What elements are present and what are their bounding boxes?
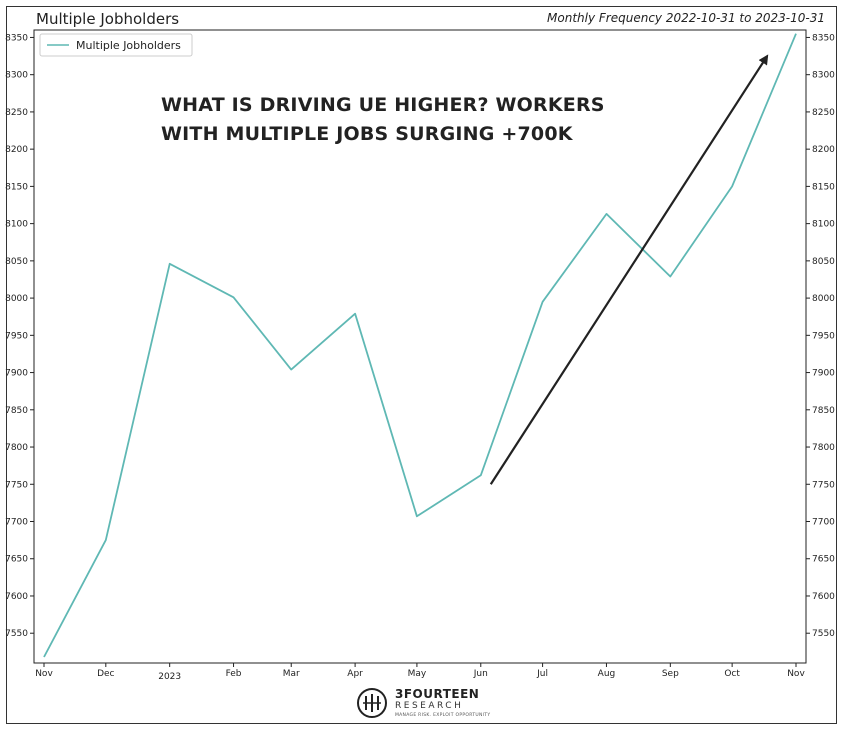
x-tick-label: May <box>408 669 427 679</box>
y-tick-label-right: 8050 <box>812 257 835 267</box>
annotation-line-1: WHAT IS DRIVING UE HIGHER? WORKERS <box>161 94 605 116</box>
y-tick-label-left: 7650 <box>5 555 28 565</box>
y-tick-label-left: 7950 <box>5 331 28 341</box>
y-tick-label-left: 7800 <box>5 443 28 453</box>
x-tick-label: Nov <box>787 669 805 679</box>
y-tick-label-left: 7900 <box>5 369 28 379</box>
x-tick-label: Sep <box>662 669 679 679</box>
y-tick-label-left: 8050 <box>5 257 28 267</box>
y-tick-label-right: 8300 <box>812 71 835 81</box>
x-tick-label: Feb <box>226 669 242 679</box>
y-tick-label-left: 7750 <box>5 480 28 490</box>
logo-mark-icon <box>357 688 387 718</box>
brand-logo: 3FOURTEEN RESEARCH MANAGE RISK. EXPLOIT … <box>355 686 495 722</box>
y-tick-label-left: 7550 <box>5 629 28 639</box>
y-tick-label-right: 8250 <box>812 108 835 118</box>
legend-label: Multiple Jobholders <box>76 39 181 52</box>
legend-box <box>39 33 193 57</box>
arrow-line <box>489 54 769 485</box>
y-tick-label-right: 7650 <box>812 555 835 565</box>
y-tick-label-left: 7600 <box>5 592 28 602</box>
x-tick-label: Aug <box>598 669 616 679</box>
x-tick-label: Jul <box>536 669 548 679</box>
y-tick-label-right: 8200 <box>812 145 835 155</box>
chart-title: Multiple Jobholders <box>36 10 180 28</box>
y-tick-label-left: 7850 <box>5 406 28 416</box>
y-tick-label-right: 8150 <box>812 182 835 192</box>
logo-subtitle: RESEARCH <box>395 701 464 711</box>
y-tick-label-left: 8150 <box>5 182 28 192</box>
logo-tagline: MANAGE RISK. EXPLOIT OPPORTUNITY <box>395 713 491 718</box>
y-tick-label-left: 8200 <box>5 145 28 155</box>
y-axis-left: 7550 7600 7650 7700 7750 7800 7850 7900 7950 8000… <box>5 33 34 639</box>
y-tick-label-right: 7700 <box>812 518 835 528</box>
x-axis: Nov Dec 2023 Feb Mar Apr May Jun Jul Aug Sep Oct Nov <box>35 663 805 682</box>
trend-arrow <box>489 54 769 485</box>
y-tick-label-right: 7900 <box>812 369 835 379</box>
legend: Multiple Jobholders <box>39 33 193 57</box>
y-tick-label-left: 8250 <box>5 108 28 118</box>
x-tick-label: Mar <box>283 669 300 679</box>
x-tick-label: Jun <box>473 669 488 679</box>
annotation-line-2: WITH MULTIPLE JOBS SURGING +700K <box>161 123 574 145</box>
y-tick-label-left: 8100 <box>5 220 28 230</box>
y-tick-label-right: 7850 <box>812 406 835 416</box>
y-tick-label-left: 8300 <box>5 71 28 81</box>
logo-name: 3FOURTEEN <box>395 687 480 701</box>
y-tick-label-right: 7550 <box>812 629 835 639</box>
y-tick-label-right: 7950 <box>812 331 835 341</box>
x-tick-label: Apr <box>347 669 363 679</box>
y-tick-label-right: 8100 <box>812 220 835 230</box>
y-tick-label-left: 7700 <box>5 518 28 528</box>
y-tick-label-left: 8000 <box>5 294 28 304</box>
plot-area <box>33 29 807 664</box>
x-tick-label: Dec <box>97 669 114 679</box>
y-tick-label-left: 8350 <box>5 33 28 43</box>
y-tick-label-right: 7800 <box>812 443 835 453</box>
y-axis-right: 7550 7600 7650 7700 7750 7800 7850 7900 7950 8000… <box>806 33 835 639</box>
y-tick-label-right: 7600 <box>812 592 835 602</box>
series-layer <box>43 33 797 658</box>
y-tick-label-right: 8350 <box>812 33 835 43</box>
y-tick-label-right: 8000 <box>812 294 835 304</box>
x-tick-label: Oct <box>724 669 740 679</box>
y-tick-label-right: 7750 <box>812 480 835 490</box>
chart-subtitle: Monthly Frequency 2022-10-31 to 2023-10-… <box>547 11 825 25</box>
x-tick-label: Nov <box>35 669 53 679</box>
x-tick-label: 2023 <box>158 672 181 682</box>
